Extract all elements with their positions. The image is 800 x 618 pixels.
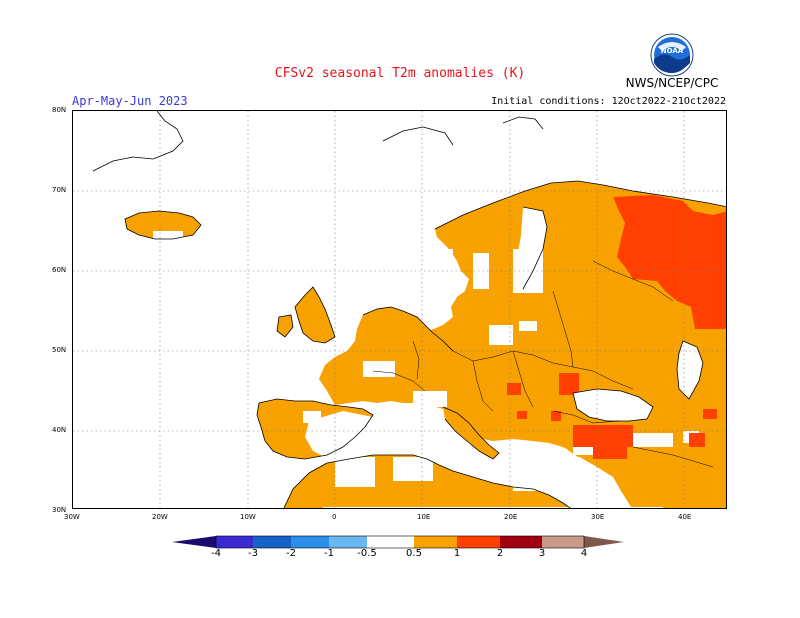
legend-label-0_5: 0.5 [406, 548, 422, 559]
svg-text:NOAA: NOAA [661, 47, 684, 55]
colorbar-bin-8 [500, 536, 542, 548]
colorbar-bin-2 [253, 536, 291, 548]
colorbar-bin-7 [457, 536, 500, 548]
colorbar-above-max [584, 536, 624, 548]
lon-label-20w: 20W [152, 513, 168, 521]
colorbar-bin-5 [367, 536, 414, 548]
anomaly-1-2-fill [507, 195, 726, 459]
sea-areas [305, 207, 703, 475]
period-label: Apr-May-Jun 2023 [72, 94, 188, 108]
lon-label-40e: 40E [678, 513, 692, 521]
colorbar [172, 535, 624, 549]
colorbar-bin-6 [414, 536, 457, 548]
lon-label-30e: 30E [591, 513, 605, 521]
lon-label-10w: 10W [240, 513, 256, 521]
agency-label: NWS/NCEP/CPC [625, 76, 719, 90]
legend-label-3: 3 [538, 548, 546, 559]
legend-label-neg3: -3 [248, 548, 258, 559]
lat-label-40n: 40N [52, 426, 67, 434]
legend-label-neg0_5: -0.5 [357, 548, 377, 559]
graticule [73, 111, 726, 508]
anomaly-map [72, 110, 727, 509]
colorbar-bin-1 [216, 536, 253, 548]
legend-label-neg2: -2 [286, 548, 296, 559]
noaa-logo: NOAA [650, 33, 694, 77]
lon-label-10e: 10E [417, 513, 431, 521]
legend-label-2: 2 [496, 548, 504, 559]
lat-label-60n: 60N [52, 266, 67, 274]
colorbar-below-min [172, 536, 216, 548]
colorbar-bin-3 [291, 536, 329, 548]
lat-label-70n: 70N [52, 186, 67, 194]
lon-label-0: 0 [332, 513, 337, 521]
lon-label-20e: 20E [504, 513, 518, 521]
colorbar-bin-9 [542, 536, 584, 548]
lat-label-30n: 30N [52, 506, 67, 514]
chart-title: CFSv2 seasonal T2m anomalies (K) [274, 66, 526, 81]
lon-label-30w: 30W [64, 513, 80, 521]
legend-label-neg1: -1 [324, 548, 334, 559]
coastlines [92, 111, 726, 508]
colorbar-bin-4 [329, 536, 367, 548]
legend-label-4: 4 [580, 548, 588, 559]
map-canvas [73, 111, 726, 508]
legend-label-1: 1 [453, 548, 461, 559]
lat-label-50n: 50N [52, 346, 67, 354]
national-borders [372, 260, 714, 468]
initial-conditions-label: Initial conditions: 12Oct2022-21Oct2022 [491, 96, 726, 107]
lat-label-80n: 80N [52, 106, 67, 114]
legend-label-neg4: -4 [211, 548, 221, 559]
